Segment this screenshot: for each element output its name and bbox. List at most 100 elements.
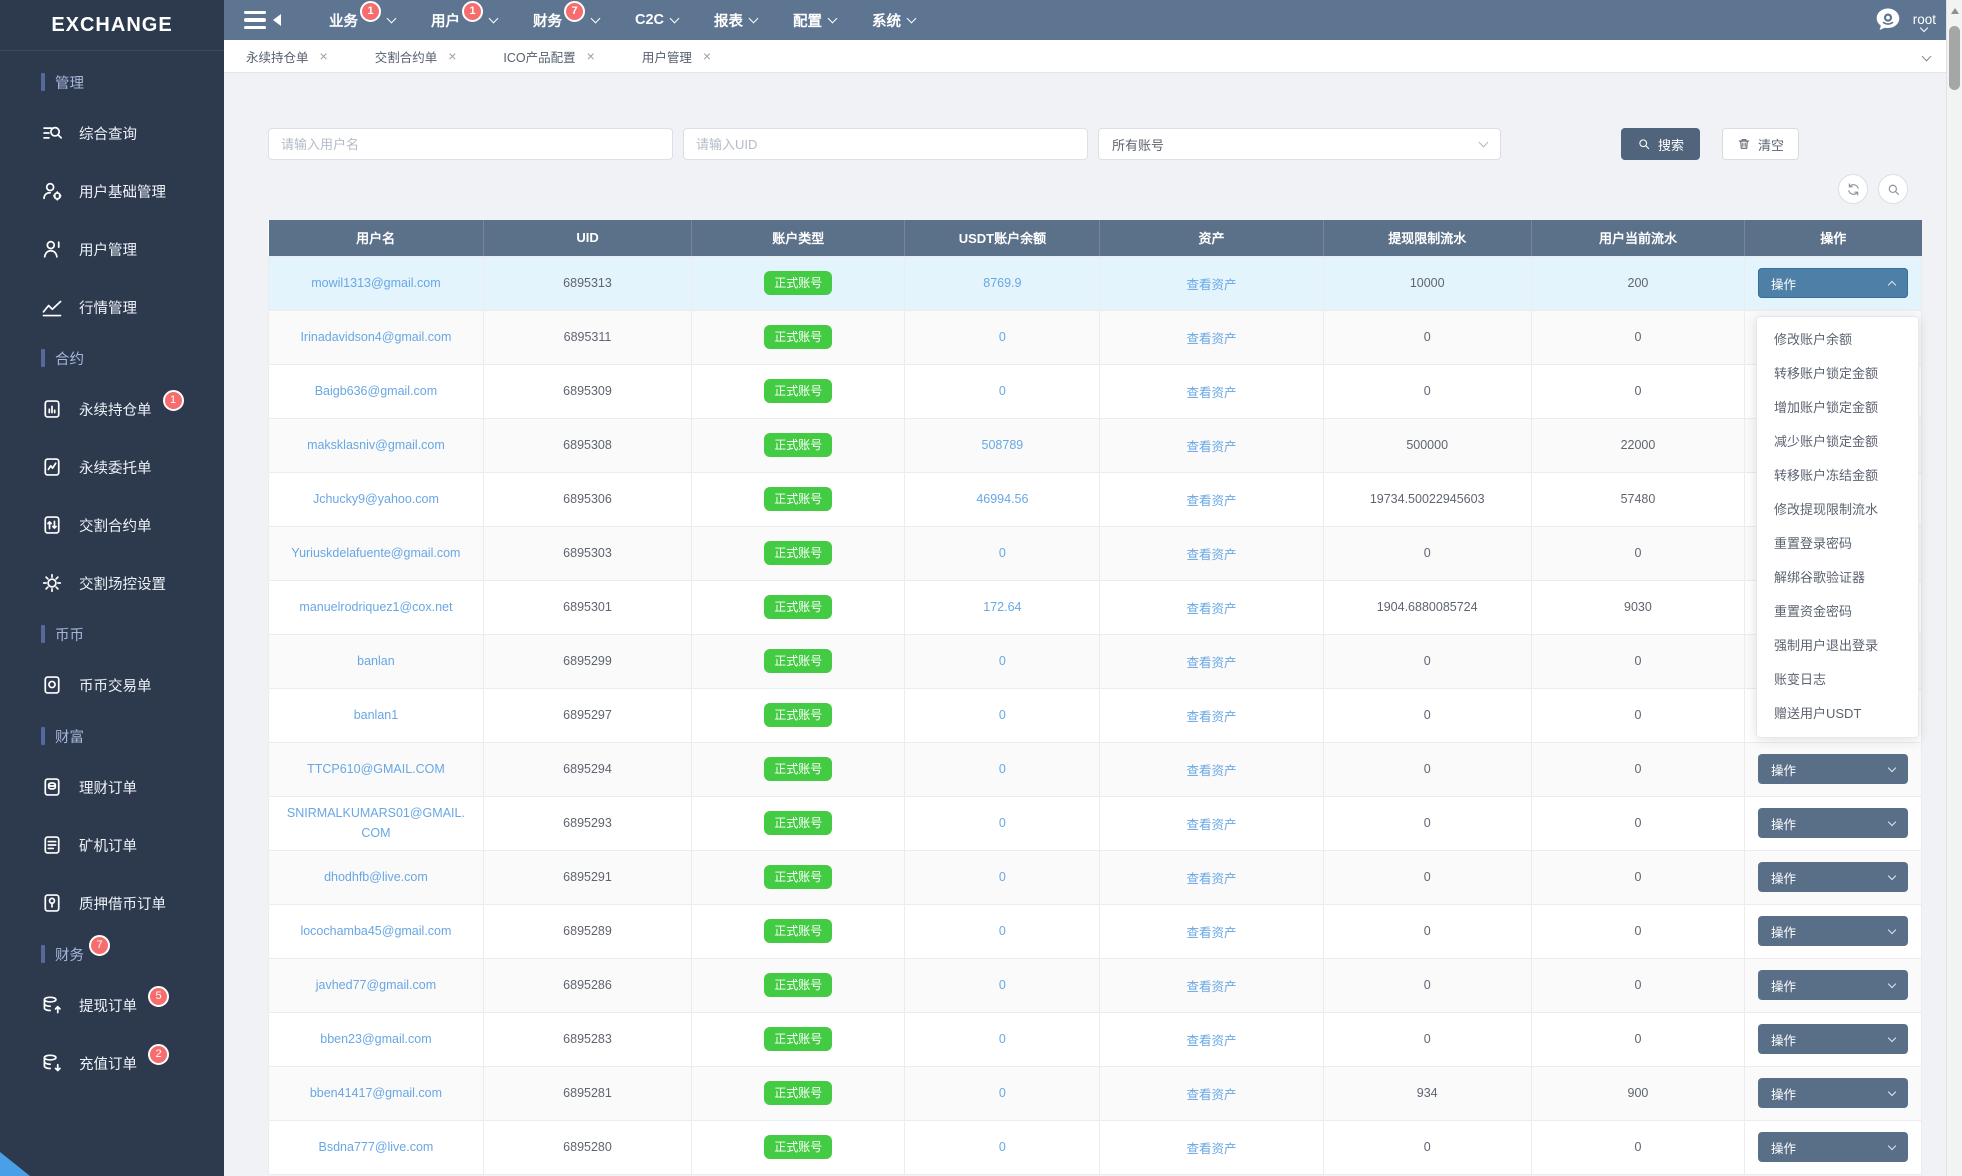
action-menu-item[interactable]: 账变日志 xyxy=(1774,672,1827,687)
view-assets-link[interactable]: 查看资产 xyxy=(1186,763,1237,778)
usdt-balance-link[interactable]: 0 xyxy=(998,708,1006,722)
tab[interactable]: 用户管理 × xyxy=(642,47,711,66)
sidebar-item[interactable]: 永续持仓单 1 xyxy=(0,380,224,438)
username-link[interactable]: Bsdna777@live.com xyxy=(318,1140,434,1154)
sidebar-item[interactable]: 币币交易单 xyxy=(0,656,224,714)
sidebar-item[interactable]: 矿机订单 xyxy=(0,816,224,874)
tab[interactable]: ICO产品配置 × xyxy=(503,47,594,66)
row-action-button[interactable]: 操作 xyxy=(1758,970,1909,1000)
refresh-button[interactable] xyxy=(1838,174,1868,204)
view-assets-link[interactable]: 查看资产 xyxy=(1186,871,1237,886)
usdt-balance-link[interactable]: 0 xyxy=(998,330,1006,344)
view-assets-link[interactable]: 查看资产 xyxy=(1186,385,1237,400)
username-link[interactable]: bben41417@gmail.com xyxy=(309,1086,443,1100)
username-link[interactable]: javhed77@gmail.com xyxy=(315,978,437,992)
row-action-button[interactable]: 操作 xyxy=(1758,1132,1909,1162)
tab[interactable]: 交割合约单 × xyxy=(375,47,457,66)
action-menu-item[interactable]: 减少账户锁定金额 xyxy=(1774,434,1879,449)
top-nav-item[interactable]: 系统 xyxy=(872,0,917,40)
sidebar-item[interactable]: 综合查询 xyxy=(0,104,224,162)
top-nav-item[interactable]: C2C xyxy=(635,0,680,40)
account-type-select[interactable]: 所有账号 xyxy=(1098,128,1501,160)
view-assets-link[interactable]: 查看资产 xyxy=(1186,979,1237,994)
username-link[interactable]: Yuriuskdelafuente@gmail.com xyxy=(291,546,461,560)
close-tab-icon[interactable]: × xyxy=(448,48,457,64)
page-scrollbar[interactable] xyxy=(1946,0,1962,1176)
uid-input[interactable] xyxy=(683,128,1088,160)
view-assets-link[interactable]: 查看资产 xyxy=(1186,277,1237,292)
collapse-sidebar-button[interactable] xyxy=(244,10,281,30)
username-link[interactable]: TTCP610@GMAIL.COM xyxy=(307,762,445,776)
usdt-balance-link[interactable]: 8769.9 xyxy=(983,276,1022,290)
username-link[interactable]: banlan xyxy=(357,654,395,668)
view-assets-link[interactable]: 查看资产 xyxy=(1186,547,1237,562)
action-menu-item[interactable]: 重置登录密码 xyxy=(1774,536,1853,551)
sidebar-item[interactable]: 交割合约单 xyxy=(0,496,224,554)
search-button[interactable]: 搜索 xyxy=(1621,128,1701,160)
username-link[interactable]: manuelrodriquez1@cox.net xyxy=(299,600,453,614)
usdt-balance-link[interactable]: 0 xyxy=(998,1032,1006,1046)
username-link[interactable]: SNIRMALKUMARS01@GMAIL.COM xyxy=(286,806,465,840)
usdt-balance-link[interactable]: 0 xyxy=(998,762,1006,776)
close-tab-icon[interactable]: × xyxy=(702,48,712,64)
row-action-button[interactable]: 操作 xyxy=(1758,862,1909,892)
row-action-button[interactable]: 操作 xyxy=(1758,268,1909,298)
action-menu-item[interactable]: 增加账户锁定金额 xyxy=(1774,400,1879,415)
usdt-balance-link[interactable]: 172.64 xyxy=(983,600,1022,614)
tab[interactable]: 永续持仓单 × xyxy=(246,47,328,66)
clear-button[interactable]: 清空 xyxy=(1722,128,1800,160)
usdt-balance-link[interactable]: 508789 xyxy=(981,438,1024,452)
view-assets-link[interactable]: 查看资产 xyxy=(1186,1033,1237,1048)
username-link[interactable]: Irinadavidson4@gmail.com xyxy=(300,330,452,344)
usdt-balance-link[interactable]: 0 xyxy=(998,978,1006,992)
sidebar-item[interactable]: 用户基础管理 xyxy=(0,162,224,220)
tabs-overflow-button[interactable] xyxy=(1921,47,1932,65)
view-assets-link[interactable]: 查看资产 xyxy=(1186,331,1237,346)
row-action-button[interactable]: 操作 xyxy=(1758,1078,1909,1108)
sidebar-item[interactable]: 永续委托单 xyxy=(0,438,224,496)
username-link[interactable]: mowil1313@gmail.com xyxy=(311,276,441,290)
sidebar-item[interactable]: 提现订单 5 xyxy=(0,976,224,1034)
sidebar-item[interactable]: 交割场控设置 xyxy=(0,554,224,612)
sidebar-item[interactable]: 理财订单 xyxy=(0,758,224,816)
usdt-balance-link[interactable]: 0 xyxy=(998,546,1006,560)
action-menu-item[interactable]: 转移账户锁定金额 xyxy=(1774,366,1879,381)
usdt-balance-link[interactable]: 46994.56 xyxy=(976,492,1029,506)
view-assets-link[interactable]: 查看资产 xyxy=(1186,1087,1237,1102)
row-action-button[interactable]: 操作 xyxy=(1758,808,1909,838)
scrollbar-thumb[interactable] xyxy=(1949,26,1960,90)
scroll-up-arrow[interactable] xyxy=(1951,8,1959,14)
sidebar-item[interactable]: 充值订单 2 xyxy=(0,1034,224,1092)
username-link[interactable]: locochamba45@gmail.com xyxy=(300,924,452,938)
sidebar-item[interactable]: 用户管理 xyxy=(0,220,224,278)
action-menu-item[interactable]: 修改账户余额 xyxy=(1774,332,1853,347)
action-menu-item[interactable]: 强制用户退出登录 xyxy=(1774,638,1879,653)
usdt-balance-link[interactable]: 0 xyxy=(998,1086,1006,1100)
sidebar-item[interactable]: 行情管理 xyxy=(0,278,224,336)
row-action-button[interactable]: 操作 xyxy=(1758,1024,1909,1054)
usdt-balance-link[interactable]: 0 xyxy=(998,816,1006,830)
user-menu[interactable]: root xyxy=(1873,5,1936,35)
action-menu-item[interactable]: 修改提现限制流水 xyxy=(1774,502,1879,517)
top-nav-item[interactable]: 财务 7 xyxy=(533,0,601,40)
usdt-balance-link[interactable]: 0 xyxy=(998,870,1006,884)
usdt-balance-link[interactable]: 0 xyxy=(998,1140,1006,1154)
close-tab-icon[interactable]: × xyxy=(319,48,328,64)
username-link[interactable]: maksklasniv@gmail.com xyxy=(307,438,445,452)
username-link[interactable]: bben23@gmail.com xyxy=(320,1032,432,1046)
magnifier-button[interactable] xyxy=(1878,174,1908,204)
usdt-balance-link[interactable]: 0 xyxy=(998,384,1006,398)
view-assets-link[interactable]: 查看资产 xyxy=(1186,601,1237,616)
row-action-button[interactable]: 操作 xyxy=(1758,754,1909,784)
action-menu-item[interactable]: 赠送用户USDT xyxy=(1774,706,1862,721)
usdt-balance-link[interactable]: 0 xyxy=(998,924,1006,938)
username-link[interactable]: dhodhfb@live.com xyxy=(324,870,428,884)
view-assets-link[interactable]: 查看资产 xyxy=(1186,493,1237,508)
top-nav-item[interactable]: 报表 xyxy=(714,0,759,40)
username-link[interactable]: Jchucky9@yahoo.com xyxy=(312,492,439,506)
top-nav-item[interactable]: 配置 xyxy=(793,0,838,40)
view-assets-link[interactable]: 查看资产 xyxy=(1186,925,1237,940)
action-menu-item[interactable]: 转移账户冻结金额 xyxy=(1774,468,1879,483)
username-input[interactable] xyxy=(268,128,673,160)
action-menu-item[interactable]: 解绑谷歌验证器 xyxy=(1774,570,1866,585)
